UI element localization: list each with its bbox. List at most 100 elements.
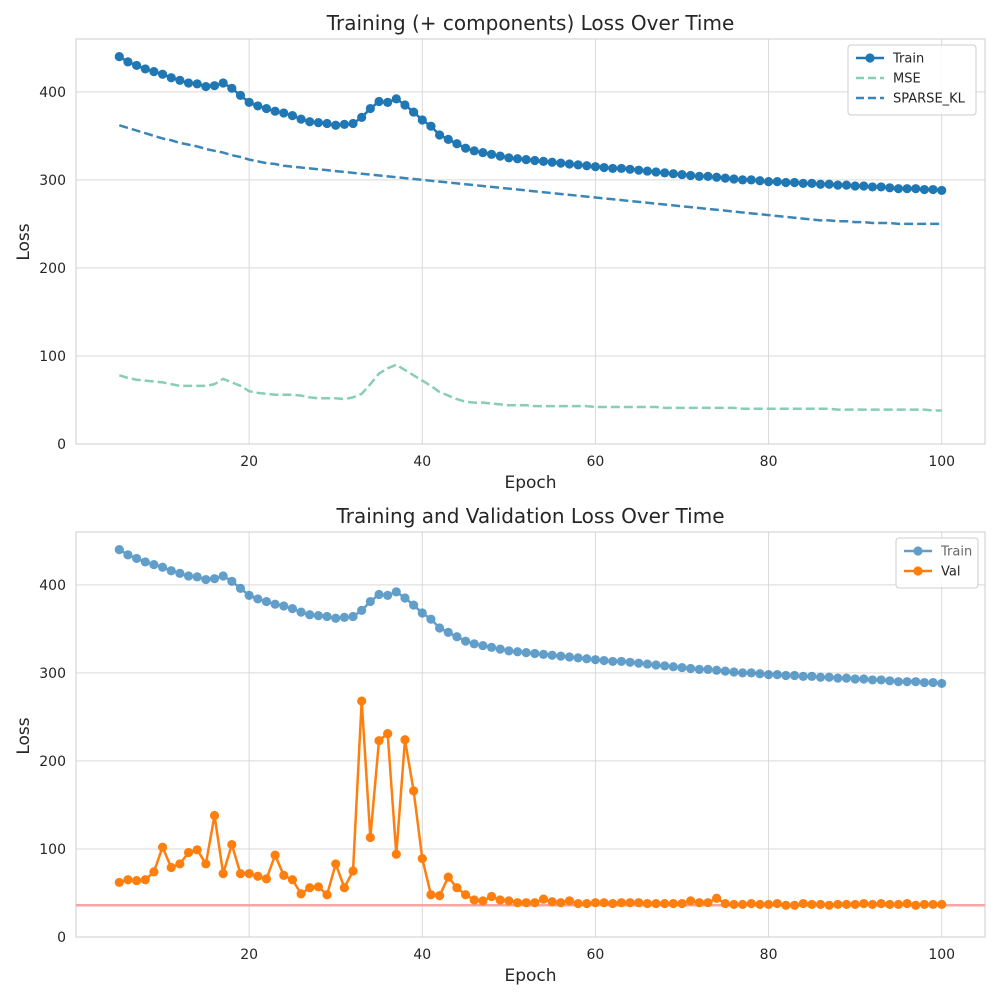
data-point-val [859,898,869,909]
x-tick-label: 60 [587,947,605,963]
data-point-val [435,891,445,901]
data-point-val [287,875,298,885]
data-point-train [348,611,358,622]
data-point-train [218,571,228,581]
data-point-train [469,146,479,156]
data-point-val [668,898,678,909]
data-point-train [694,171,704,181]
data-point-train [781,177,791,188]
data-point-train [937,185,947,196]
data-point-val [391,849,401,859]
data-point-train [279,601,289,611]
data-point-train [339,612,349,623]
data-point-train [279,108,289,118]
data-point-train [850,181,860,191]
data-point-train [876,675,886,685]
series-line-sparse-kl [118,124,942,226]
data-point-train [452,139,462,149]
data-point-val [538,894,549,904]
data-point-train [365,103,375,114]
data-point-val [495,895,505,905]
data-point-val [815,899,826,910]
chart-1-title: Training (+ components) Loss Over Time [326,11,735,35]
data-point-val [253,871,263,881]
series-train [114,545,947,689]
legend-item-mse: MSE [856,72,921,87]
x-tick-label: 80 [760,454,778,470]
data-point-val [564,896,575,906]
data-point-train [928,677,938,688]
data-point-train [478,147,488,158]
data-point-train [703,171,713,181]
data-point-val [850,899,860,910]
data-point-train [149,559,159,570]
data-point-train [253,101,263,111]
data-point-train [772,670,782,680]
data-point-train [677,169,687,180]
x-tick-label: 80 [760,947,778,963]
data-point-val [720,898,730,909]
legend-label-val: Val [941,565,960,580]
data-point-train [590,655,601,665]
data-point-train [322,611,332,622]
data-point-train [452,632,462,642]
data-point-val [227,839,237,850]
data-point-val [383,729,393,739]
data-point-train [140,64,150,74]
data-point-val [660,898,670,909]
data-point-val [175,859,185,869]
data-point-train [815,179,826,189]
legend-item-sparse-kl: SPARSE_KL [856,92,966,107]
data-point-val [132,876,142,886]
data-point-val [305,883,315,893]
data-point-val [582,898,592,909]
data-point-train [893,184,904,194]
data-point-val [772,898,782,909]
data-point-train [521,155,531,165]
legend-label-mse: MSE [893,72,921,87]
data-point-val [634,898,644,908]
data-point-train [772,177,782,187]
data-point-train [876,182,886,192]
data-point-val [651,898,661,909]
data-point-train [322,118,332,129]
data-point-train [426,121,436,131]
data-point-val [365,832,375,843]
data-point-val [919,899,930,910]
data-point-train [183,571,194,581]
data-point-train [720,666,730,676]
data-point-train [209,574,220,584]
data-point-train [157,562,168,572]
data-point-train [928,184,938,195]
data-point-val [201,859,211,869]
data-point-val [599,898,609,908]
data-point-train [478,640,488,651]
data-point-train [469,639,479,649]
data-point-val [841,899,852,910]
data-point-train [911,184,921,194]
data-point-train [192,572,202,582]
data-point-train [833,673,843,683]
data-point-val [478,896,488,906]
data-point-train [261,103,272,114]
data-point-train [755,669,765,679]
data-point-train [902,184,912,194]
data-point-train [313,611,323,621]
data-point-train [841,673,852,683]
data-point-train [140,557,150,567]
data-point-train [149,66,159,77]
data-point-train [383,590,393,600]
chart-2-x-axis-label: Epoch [504,966,556,986]
data-point-train [738,668,748,678]
legend-item-val: Val [904,565,960,580]
data-point-train [651,660,661,670]
data-point-train [660,661,670,671]
data-point-train [166,566,176,576]
data-point-train [668,662,678,672]
data-point-val [417,854,427,864]
data-point-train [365,596,375,607]
data-point-train [763,177,774,187]
data-point-train [218,78,228,88]
data-point-val [789,900,800,910]
data-point-val [876,898,886,909]
